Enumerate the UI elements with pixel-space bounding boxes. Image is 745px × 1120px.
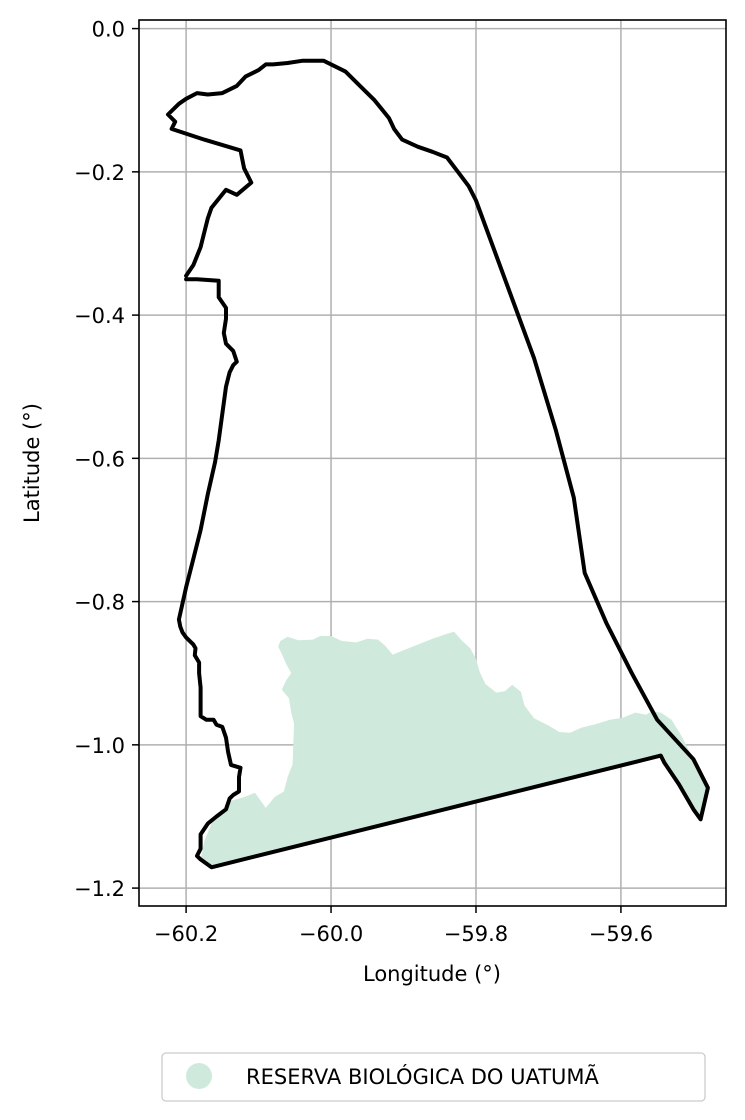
legend-label-reserva-biologica-do-uatuma: RESERVA BIOLÓGICA DO UATUMÃ xyxy=(246,1063,600,1089)
x-tick-label: −60.0 xyxy=(299,922,363,946)
x-tick-label: −59.6 xyxy=(589,922,653,946)
axes-frame xyxy=(138,19,727,907)
legend-marker-reserva-biologica-do-uatuma xyxy=(186,1063,212,1089)
legend-box xyxy=(161,1052,706,1102)
x-tick-label: −60.2 xyxy=(154,922,218,946)
y-tick-label: −1.0 xyxy=(74,734,125,758)
boundary-outline xyxy=(166,58,710,870)
axis-ticks: −60.2 −60.0 −59.8 −59.6 0.0 −0.2 −0.4 −0.6 −0.8 −… xyxy=(74,18,653,946)
y-tick-label: −0.4 xyxy=(74,304,125,328)
legend: RESERVA BIOLÓGICA DO UATUMÃ xyxy=(161,1052,706,1102)
map-layers xyxy=(166,58,710,870)
y-tick-label: −1.2 xyxy=(74,877,125,901)
x-tick-label: −59.8 xyxy=(444,922,508,946)
y-tick-label: 0.0 xyxy=(92,18,125,42)
y-axis-label: Latitude (°) xyxy=(20,403,44,523)
y-tick-label: −0.6 xyxy=(74,447,125,471)
x-axis-label: Longitude (°) xyxy=(363,962,501,986)
y-tick-label: −0.2 xyxy=(74,161,125,185)
reserva-biologica-area xyxy=(200,631,708,868)
y-tick-label: −0.8 xyxy=(74,591,125,615)
